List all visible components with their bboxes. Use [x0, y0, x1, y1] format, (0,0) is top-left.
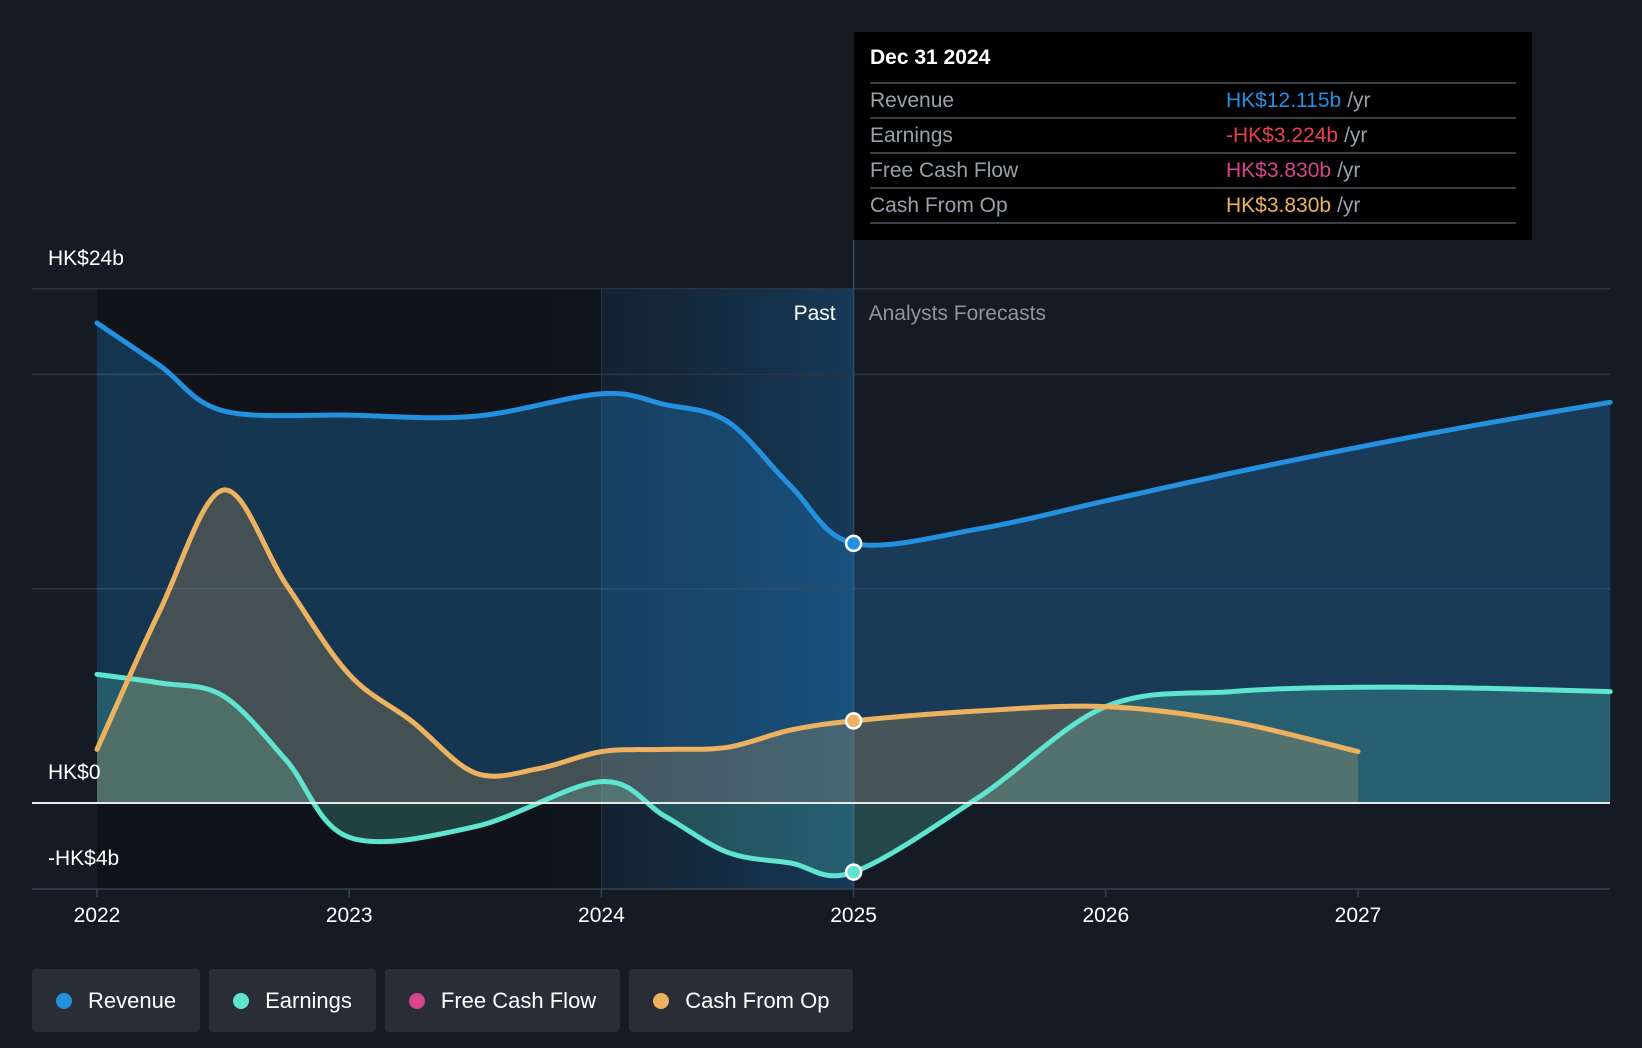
tooltip-row-cash-from-op: Cash From Op HK$3.830b/yr: [870, 189, 1516, 224]
earnings-point: [844, 863, 863, 881]
tooltip-unit: /yr: [1337, 158, 1361, 182]
tooltip-row-revenue: Revenue HK$12.115b/yr: [870, 84, 1516, 119]
chart-canvas: HK$24b HK$0 -HK$4b 2022 2023 2024 2025 2026 2027…: [32, 240, 1613, 927]
tooltip-row-free-cash-flow: Free Cash Flow HK$3.830b/yr: [870, 154, 1516, 189]
x-tick-label: 2026: [1082, 904, 1129, 927]
tooltip-label: Cash From Op: [870, 193, 1008, 217]
revenue-line: [94, 320, 1613, 548]
legend-label: Revenue: [88, 987, 177, 1013]
legend-item-revenue[interactable]: Revenue: [32, 969, 201, 1032]
tooltip-value: HK$12.115b: [1226, 88, 1342, 112]
legend-label: Cash From Op: [685, 987, 830, 1013]
tooltip-label: Earnings: [870, 123, 953, 147]
x-tick-label: 2025: [830, 904, 877, 927]
legend-item-earnings[interactable]: Earnings: [209, 969, 376, 1032]
tooltip-unit: /yr: [1337, 193, 1361, 217]
x-tick-label: 2023: [326, 904, 373, 927]
x-tick-label: 2027: [1335, 904, 1382, 927]
revenue-point: [844, 534, 863, 553]
legend-dot-icon: [233, 992, 250, 1009]
legend-dot-icon: [408, 992, 425, 1009]
tooltip: Dec 31 2024 Revenue HK$12.115b/yr Earnings…: [854, 32, 1532, 240]
y-tick-label: HK$24b: [48, 247, 124, 270]
tooltip-unit: /yr: [1347, 88, 1371, 112]
x-tick-label: 2022: [74, 904, 121, 927]
tooltip-date: Dec 31 2024: [870, 46, 1516, 84]
tooltip-row-earnings: Earnings -HK$3.224b/yr: [870, 119, 1516, 154]
tooltip-value: -HK$3.224b: [1226, 123, 1339, 147]
x-tick-label: 2024: [578, 904, 625, 927]
forecast-label: Analysts Forecasts: [869, 302, 1046, 325]
y-tick-label: HK$0: [48, 761, 101, 784]
tooltip-value: HK$3.830b: [1226, 193, 1332, 217]
legend-item-cash-from-op[interactable]: Cash From Op: [629, 969, 854, 1032]
legend-label: Earnings: [265, 987, 352, 1013]
tooltip-unit: /yr: [1344, 123, 1368, 147]
revenue-area: [97, 323, 1611, 803]
cash-from-op-point: [844, 712, 863, 730]
legend-dot-icon: [56, 992, 72, 1009]
cash-from-op-line: [94, 487, 1361, 779]
legend-dot-icon: [653, 992, 670, 1009]
legend: Revenue Earnings Free Cash Flow Cash From O…: [32, 969, 854, 1032]
tooltip-value: HK$3.830b: [1226, 158, 1332, 182]
earnings-line: [94, 671, 1613, 879]
tooltip-label: Revenue: [870, 88, 955, 112]
past-label: Past: [794, 302, 836, 325]
legend-item-free-cash-flow[interactable]: Free Cash Flow: [384, 969, 621, 1032]
legend-label: Free Cash Flow: [440, 987, 597, 1013]
tooltip-label: Free Cash Flow: [870, 158, 1019, 182]
y-tick-label: -HK$4b: [48, 847, 119, 870]
